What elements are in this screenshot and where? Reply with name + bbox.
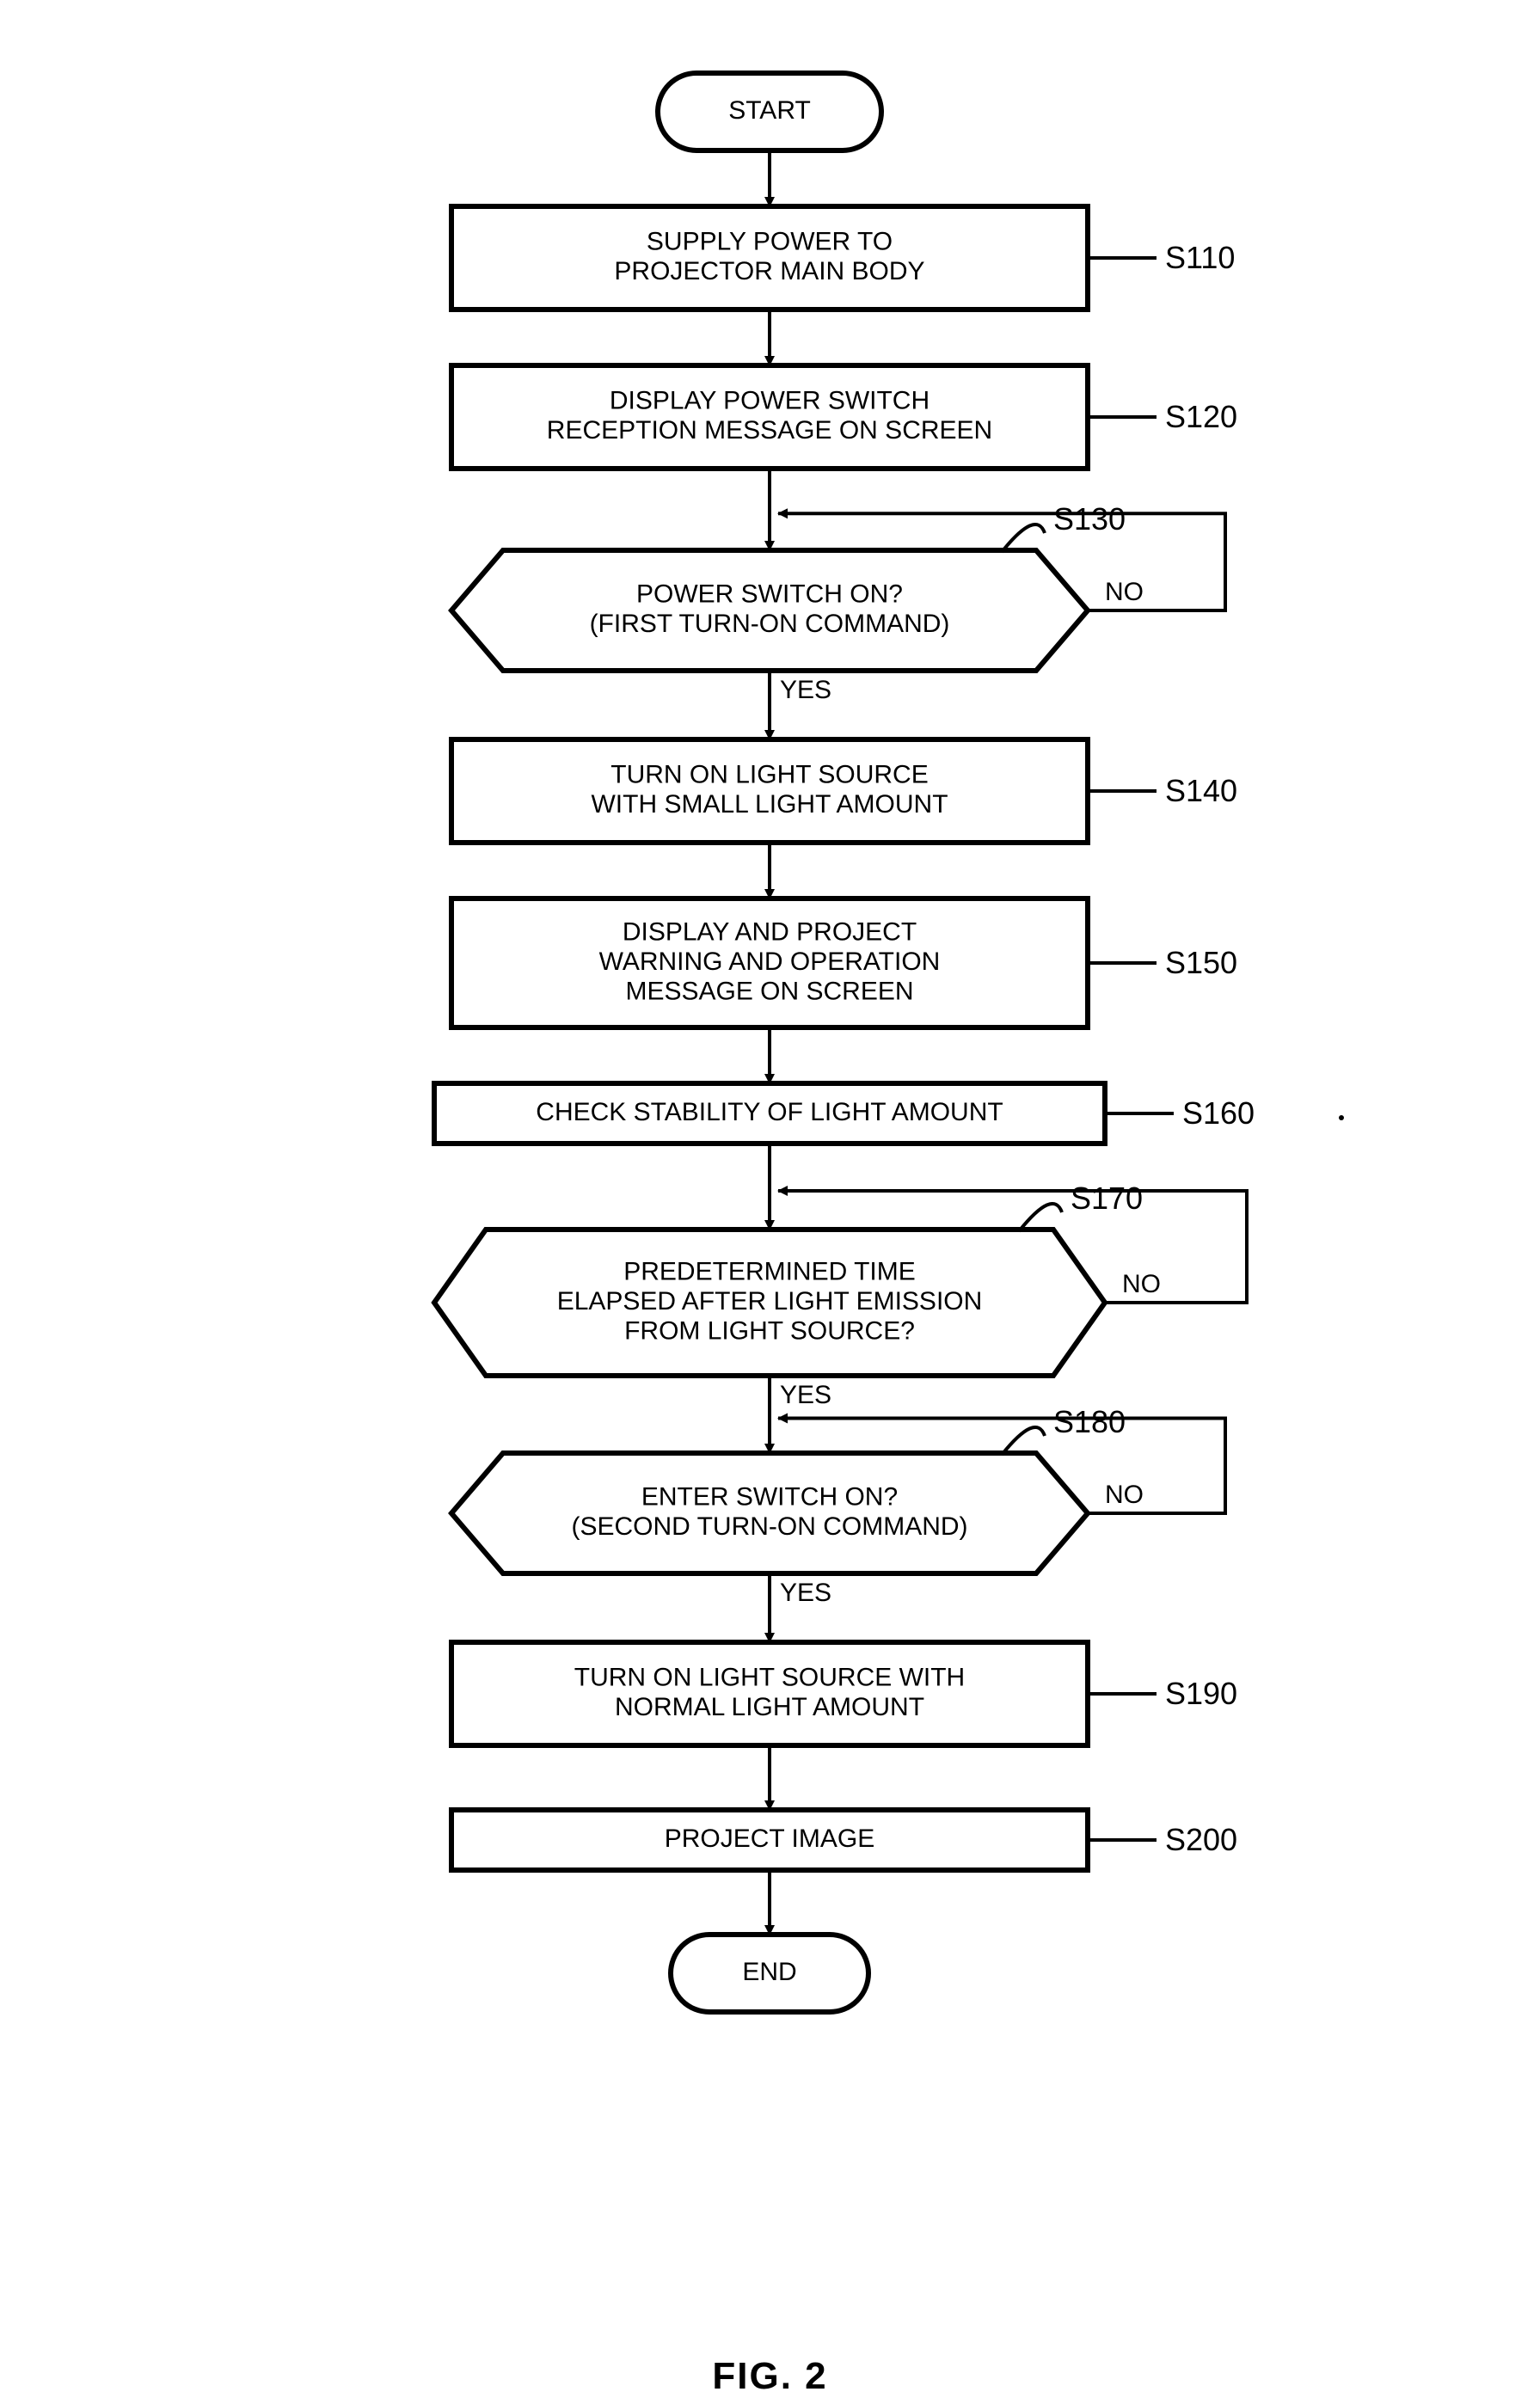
svg-text:YES: YES xyxy=(780,676,831,704)
svg-text:WARNING AND OPERATION: WARNING AND OPERATION xyxy=(599,948,941,976)
svg-text:PROJECTOR MAIN BODY: PROJECTOR MAIN BODY xyxy=(614,257,924,285)
svg-text:TURN ON LIGHT SOURCE: TURN ON LIGHT SOURCE xyxy=(610,761,928,789)
svg-text:TURN ON LIGHT SOURCE WITH: TURN ON LIGHT SOURCE WITH xyxy=(574,1664,965,1692)
svg-text:S150: S150 xyxy=(1165,945,1237,980)
svg-text:CHECK STABILITY OF LIGHT AMOUN: CHECK STABILITY OF LIGHT AMOUNT xyxy=(536,1098,1003,1126)
svg-text:(SECOND TURN-ON COMMAND): (SECOND TURN-ON COMMAND) xyxy=(571,1512,967,1541)
svg-text:PROJECT IMAGE: PROJECT IMAGE xyxy=(665,1825,874,1853)
svg-text:START: START xyxy=(728,96,811,125)
svg-text:S200: S200 xyxy=(1165,1822,1237,1857)
svg-text:S190: S190 xyxy=(1165,1676,1237,1711)
svg-text:S180: S180 xyxy=(1053,1404,1126,1439)
svg-text:END: END xyxy=(742,1958,796,1986)
svg-text:WITH SMALL LIGHT AMOUNT: WITH SMALL LIGHT AMOUNT xyxy=(591,790,948,819)
svg-text:DISPLAY AND PROJECT: DISPLAY AND PROJECT xyxy=(623,917,917,946)
svg-text:SUPPLY POWER TO: SUPPLY POWER TO xyxy=(647,228,893,256)
svg-text:FROM LIGHT SOURCE?: FROM LIGHT SOURCE? xyxy=(624,1316,915,1345)
svg-text:RECEPTION MESSAGE ON SCREEN: RECEPTION MESSAGE ON SCREEN xyxy=(547,416,992,445)
svg-text:S170: S170 xyxy=(1071,1181,1143,1216)
svg-text:S130: S130 xyxy=(1053,501,1126,537)
svg-text:DISPLAY POWER SWITCH: DISPLAY POWER SWITCH xyxy=(610,387,930,415)
svg-text:NO: NO xyxy=(1122,1270,1161,1298)
svg-text:S160: S160 xyxy=(1182,1095,1255,1131)
svg-text:S140: S140 xyxy=(1165,773,1237,808)
svg-text:MESSAGE ON SCREEN: MESSAGE ON SCREEN xyxy=(625,977,913,1005)
svg-text:NO: NO xyxy=(1105,578,1144,606)
svg-text:POWER SWITCH ON?: POWER SWITCH ON? xyxy=(636,580,903,609)
svg-text:YES: YES xyxy=(780,1579,831,1607)
svg-text:S110: S110 xyxy=(1165,240,1235,275)
figure-caption: FIG. 2 xyxy=(712,2355,827,2397)
svg-text:YES: YES xyxy=(780,1381,831,1409)
svg-text:ENTER SWITCH ON?: ENTER SWITCH ON? xyxy=(641,1483,898,1512)
svg-text:(FIRST TURN-ON COMMAND): (FIRST TURN-ON COMMAND) xyxy=(590,610,950,638)
svg-text:PREDETERMINED TIME: PREDETERMINED TIME xyxy=(623,1257,915,1285)
svg-text:ELAPSED AFTER LIGHT EMISSION: ELAPSED AFTER LIGHT EMISSION xyxy=(557,1287,983,1316)
svg-text:NO: NO xyxy=(1105,1481,1144,1509)
svg-text:NORMAL LIGHT AMOUNT: NORMAL LIGHT AMOUNT xyxy=(615,1693,924,1721)
svg-text:S120: S120 xyxy=(1165,399,1237,434)
flowchart: YESYESYESSTARTS110SUPPLY POWER TOPROJECT… xyxy=(0,0,1540,2355)
